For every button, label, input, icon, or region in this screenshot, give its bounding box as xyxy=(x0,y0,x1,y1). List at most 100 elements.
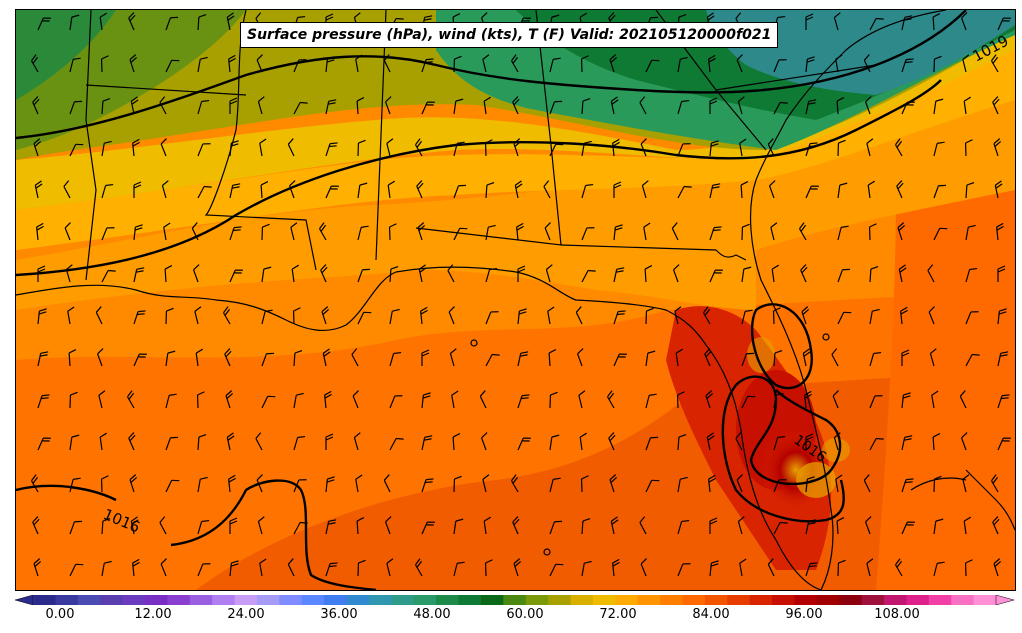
wind-barb xyxy=(963,96,972,115)
wind-barb xyxy=(677,433,687,451)
wind-barb xyxy=(639,516,647,535)
wind-barb xyxy=(837,139,846,157)
wind-barb xyxy=(453,55,462,73)
wind-barb xyxy=(549,100,563,115)
wind-barb xyxy=(99,432,108,451)
wind-barb xyxy=(709,269,723,283)
wind-barb xyxy=(318,222,327,241)
wind-barb xyxy=(384,96,392,115)
wind-barb xyxy=(194,306,202,325)
colorbar-cell xyxy=(413,595,437,605)
wind-barb xyxy=(165,393,177,409)
wind-barb xyxy=(833,432,841,451)
wind-barb xyxy=(228,54,236,73)
wind-barb xyxy=(863,54,871,73)
colorbar-cell xyxy=(525,595,549,605)
wind-barb xyxy=(421,101,435,115)
isobar xyxy=(16,484,117,502)
wind-barb xyxy=(869,351,882,367)
wind-barb xyxy=(293,479,307,493)
state-boundary xyxy=(375,10,387,261)
wind-barb xyxy=(639,96,647,115)
wind-barb xyxy=(485,311,499,325)
wind-barb xyxy=(197,143,211,157)
wind-barb xyxy=(837,311,852,325)
wind-barb xyxy=(291,264,300,283)
colorbar-cell xyxy=(749,595,773,605)
colorbar-cell xyxy=(144,595,168,605)
wind-barb xyxy=(357,182,368,199)
wind-barb xyxy=(68,349,77,367)
wind-barb xyxy=(580,55,589,73)
wind-barb xyxy=(293,349,303,367)
colorbar-cell xyxy=(33,595,56,605)
isobar xyxy=(170,479,377,590)
wind-barb xyxy=(741,352,755,367)
wind-barb xyxy=(869,265,879,283)
wind-barb xyxy=(101,227,115,241)
colorbar-cell xyxy=(167,595,191,605)
wind-barb xyxy=(581,183,594,199)
colorbar-cell xyxy=(189,595,213,605)
wind-barb xyxy=(990,474,999,493)
wind-barb xyxy=(645,436,659,451)
wind-barb xyxy=(805,519,817,535)
map-canvas: 1019 1016 1016 xyxy=(16,10,1015,590)
wind-barb xyxy=(421,392,431,409)
wind-barb xyxy=(901,15,913,31)
wind-barb xyxy=(767,558,775,577)
wind-barb xyxy=(737,516,745,535)
wind-barb xyxy=(805,56,815,73)
wind-barb xyxy=(261,352,275,367)
wind-barb xyxy=(927,264,935,283)
colorbar-cell xyxy=(951,595,975,605)
atlantic-warm-band xyxy=(876,150,1015,590)
wind-barb xyxy=(165,350,176,367)
wind-barb xyxy=(997,437,1011,451)
wind-barb xyxy=(69,520,83,535)
colorbar-tick-label: 96.00 xyxy=(785,607,823,622)
wind-barb xyxy=(581,269,596,283)
wind-barb xyxy=(229,560,239,577)
wind-barb xyxy=(735,432,743,451)
wind-barb xyxy=(128,12,136,31)
wind-barb xyxy=(351,348,359,367)
wind-barb xyxy=(453,518,464,535)
wind-barb xyxy=(95,306,103,325)
wind-barb xyxy=(482,474,490,493)
wind-barb xyxy=(901,101,915,115)
wind-barb xyxy=(100,475,109,493)
wind-barb xyxy=(994,180,1003,199)
land-cool-band xyxy=(16,20,1015,210)
colorbar-tick-label: 60.00 xyxy=(506,607,544,622)
wind-barb xyxy=(482,54,490,73)
wind-barb xyxy=(129,474,138,493)
colorbar-cell xyxy=(391,595,415,605)
wind-barb xyxy=(773,479,787,493)
wind-barb xyxy=(773,59,787,73)
wind-barb xyxy=(866,138,874,157)
colorbar-tick-label: 48.00 xyxy=(413,607,451,622)
wind-barb xyxy=(159,96,167,115)
wind-barb xyxy=(449,348,457,367)
wind-barb xyxy=(479,390,487,409)
wind-barb xyxy=(133,267,145,283)
wind-barb xyxy=(325,185,339,199)
wind-barbs xyxy=(30,12,1011,577)
colorbar-tick-label: 36.00 xyxy=(320,607,358,622)
wind-barb xyxy=(421,349,430,366)
wind-barb xyxy=(867,180,876,199)
wind-barb xyxy=(353,432,361,451)
colorbar-cell xyxy=(100,595,124,605)
wind-barb xyxy=(159,516,167,535)
wind-barb xyxy=(835,474,843,493)
colorbar-cell xyxy=(480,595,504,605)
wind-barb xyxy=(965,181,975,199)
wind-barb xyxy=(483,96,492,115)
colorbar-cell xyxy=(279,595,303,605)
colorbar-cell xyxy=(122,595,146,605)
wind-barb xyxy=(544,222,551,241)
wind-barb xyxy=(356,97,365,115)
wind-barb xyxy=(549,477,561,493)
wind-barb xyxy=(100,55,109,73)
